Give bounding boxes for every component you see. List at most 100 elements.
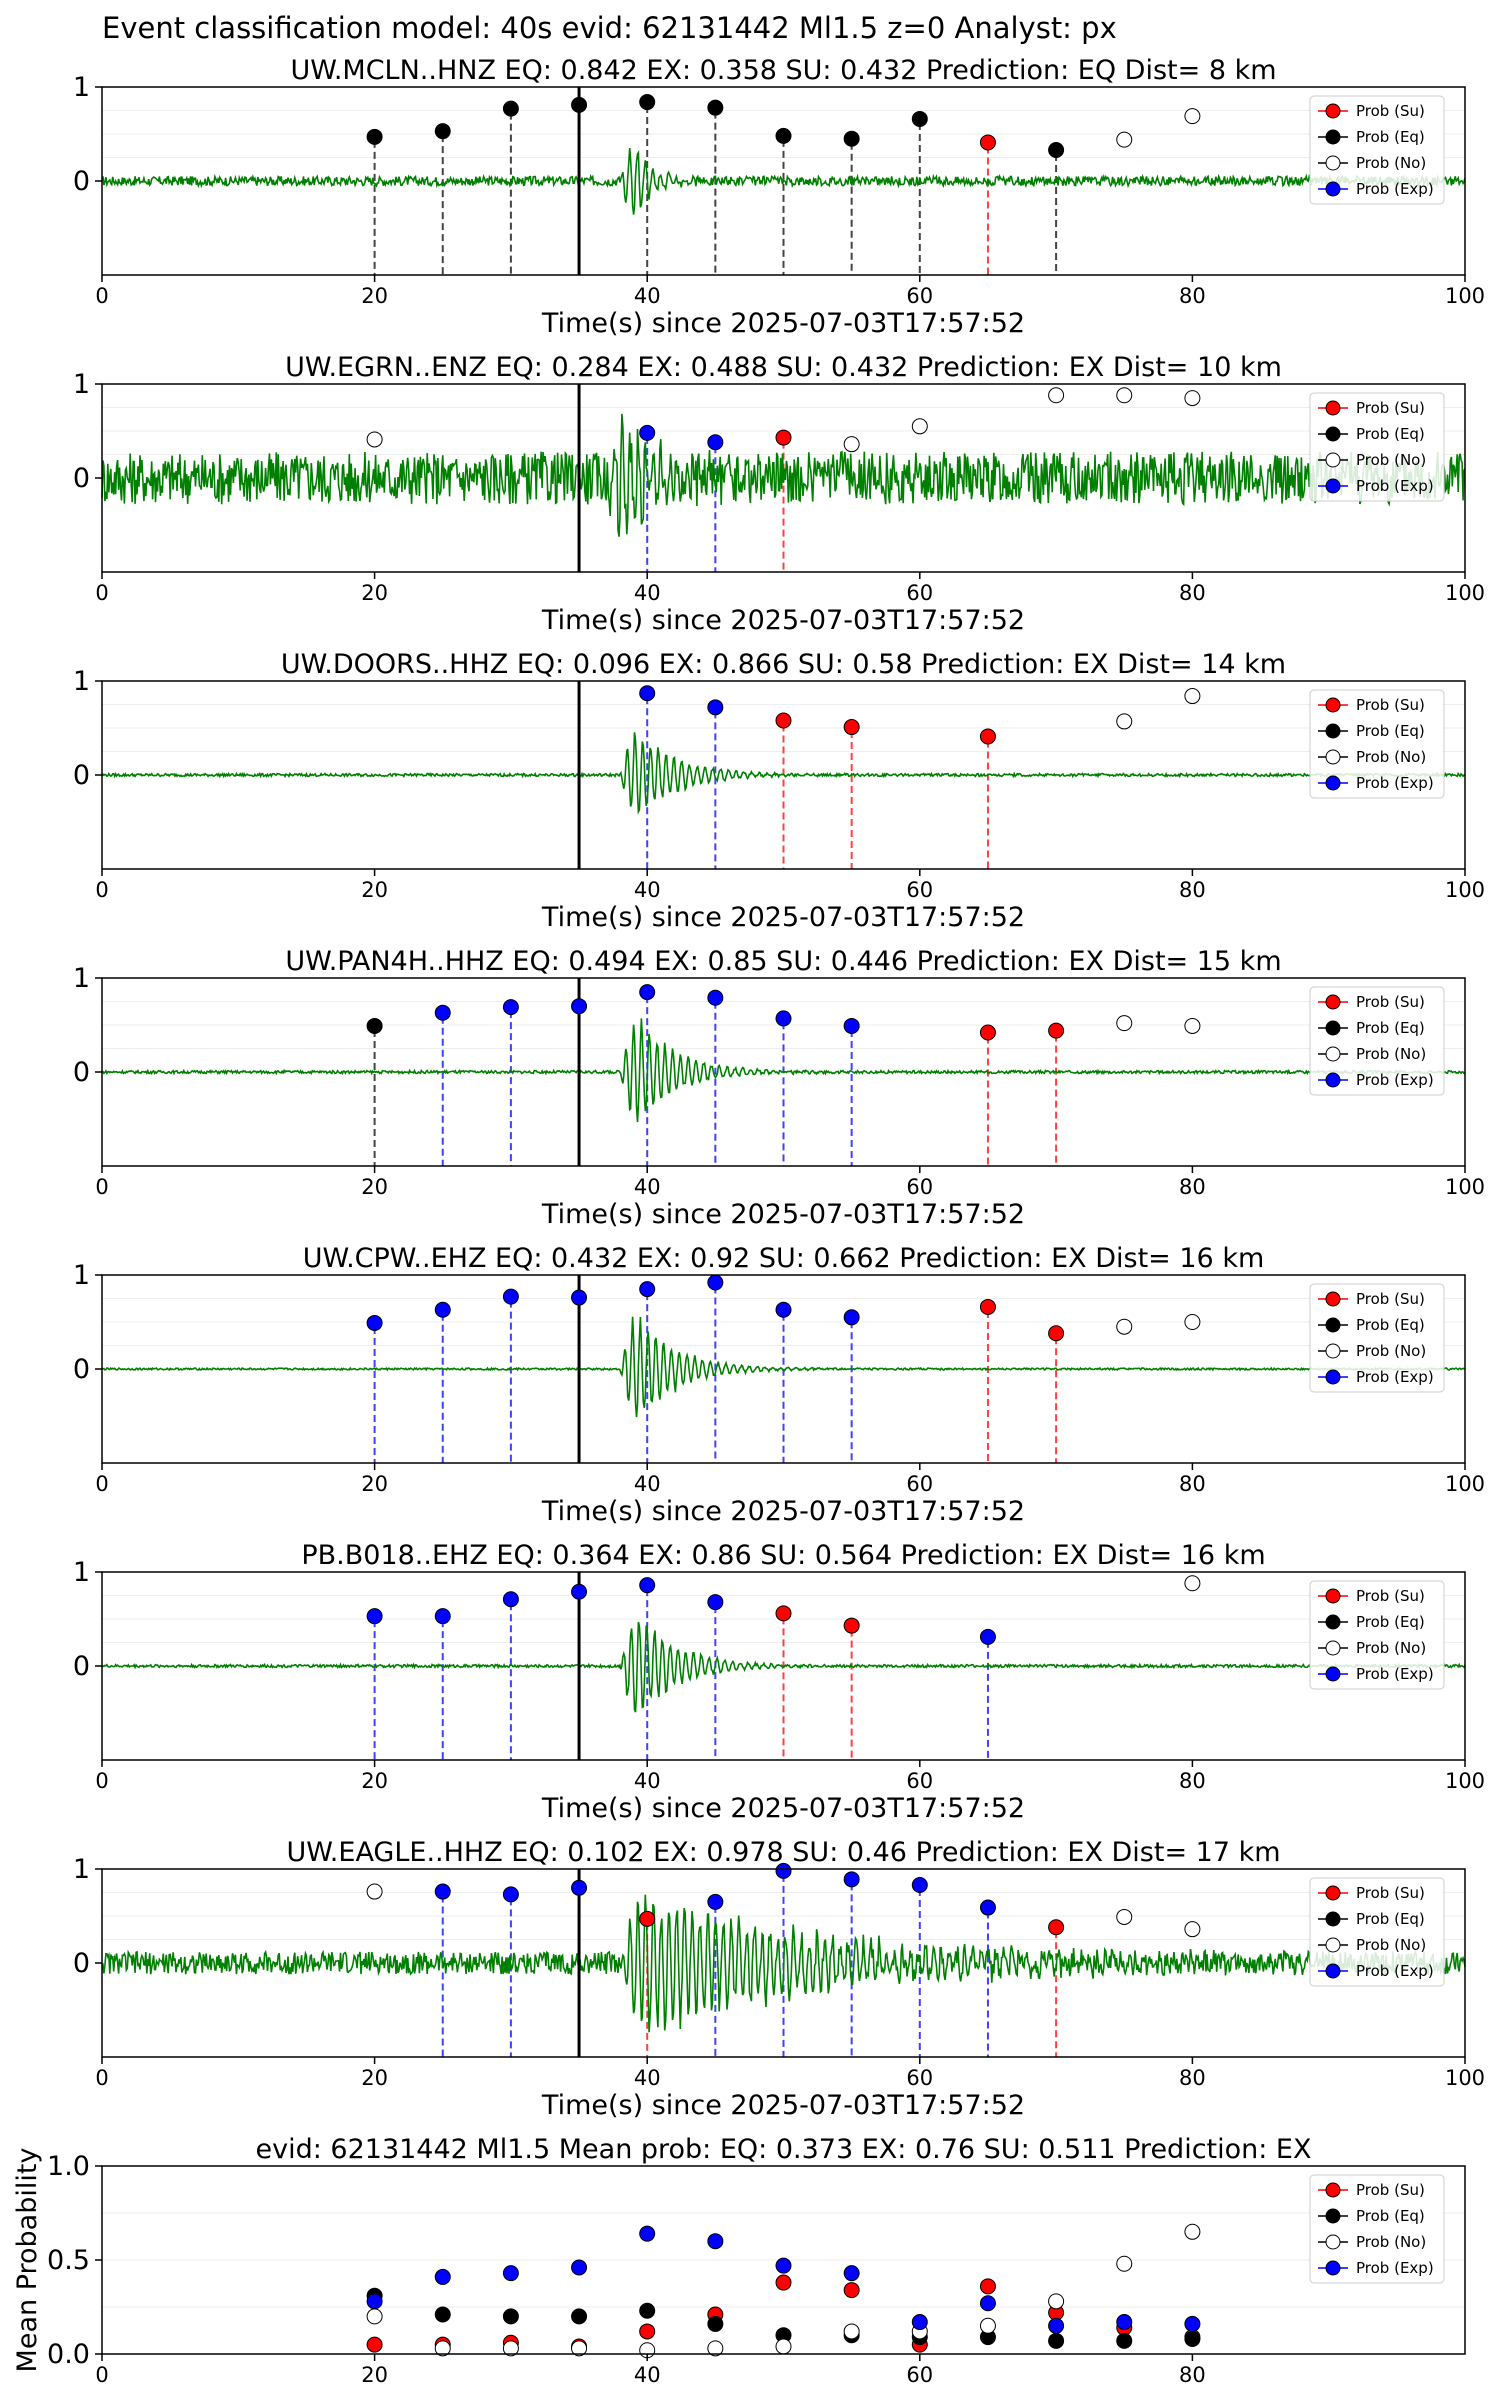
panel-title: UW.EAGLE..HHZ EQ: 0.102 EX: 0.978 SU: 0.… (286, 1837, 1280, 1868)
panel-title: UW.EGRN..ENZ EQ: 0.284 EX: 0.488 SU: 0.4… (285, 352, 1282, 383)
xtick-label: 20 (361, 878, 388, 902)
ytick-label: 0 (73, 1651, 90, 1682)
xtick-label: 60 (906, 1175, 933, 1199)
legend-marker-no (1325, 1937, 1341, 1953)
x-axis-label: Time(s) since 2025-07-03T17:57:52 (541, 1199, 1025, 1230)
legend-marker-su (1325, 400, 1341, 416)
xtick-label: 0 (95, 1175, 108, 1199)
xtick-label: 40 (634, 581, 661, 605)
prob-point-exp (571, 1879, 588, 1896)
ytick-label: 0 (73, 1354, 90, 1385)
legend-marker-no (1325, 1046, 1341, 1062)
prob-point-no (1184, 1017, 1201, 1034)
legend-label-exp: Prob (Exp) (1356, 1368, 1434, 1386)
legend-label-eq: Prob (Eq) (1356, 1613, 1425, 1631)
prob-point-exp (639, 424, 656, 441)
prob-point-exp (707, 434, 724, 451)
legend-label-su: Prob (Su) (1356, 2181, 1425, 2199)
prob-point-exp (571, 1583, 588, 1600)
ytick-label: 0 (73, 760, 90, 791)
mean-point-eq (639, 2302, 656, 2319)
prob-point-exp (434, 1608, 451, 1625)
prob-point-no (1184, 1921, 1201, 1938)
prob-point-no (1184, 688, 1201, 705)
waveform-trace (101, 1894, 1466, 2033)
legend-label-exp: Prob (Exp) (1356, 2259, 1434, 2277)
legend-label-eq: Prob (Eq) (1356, 2207, 1425, 2225)
prob-point-exp (911, 1876, 928, 1893)
panel-uw-mcln--hnz: UW.MCLN..HNZ EQ: 0.842 EX: 0.358 SU: 0.4… (73, 55, 1485, 339)
legend-marker-exp (1325, 775, 1341, 791)
prob-point-eq (707, 99, 724, 116)
prob-point-no (1116, 1318, 1133, 1335)
mean-point-exp (1184, 2315, 1201, 2332)
panel-mean-probability: evid: 62131442 Ml1.5 Mean prob: EQ: 0.37… (12, 2134, 1466, 2387)
legend-label-su: Prob (Su) (1356, 1587, 1425, 1605)
legend-label-exp: Prob (Exp) (1356, 477, 1434, 495)
legend-marker-eq (1325, 426, 1341, 442)
legend-label-no: Prob (No) (1356, 748, 1426, 766)
xtick-label: 40 (634, 878, 661, 902)
mean-point-exp (911, 2314, 928, 2331)
xtick-label: 0 (95, 284, 108, 308)
legend-frame (1309, 392, 1445, 502)
xtick-label: 0 (95, 878, 108, 902)
legend-marker-su (1325, 1291, 1341, 1307)
legend-marker-no (1325, 155, 1341, 171)
prob-point-no (366, 431, 383, 448)
ytick-label: 1 (73, 666, 90, 697)
prob-point-su (1048, 1022, 1065, 1039)
mean-point-su (979, 2278, 996, 2295)
ytick-label: 0 (73, 1948, 90, 1979)
mean-point-eq (707, 2315, 724, 2332)
prob-point-exp (366, 1314, 383, 1331)
legend-marker-eq (1325, 1911, 1341, 1927)
xtick-label: 80 (1179, 1769, 1206, 1793)
prob-point-exp (502, 1288, 519, 1305)
xtick-label: 100 (1445, 1472, 1485, 1496)
xtick-label: 0 (95, 581, 108, 605)
legend: Prob (Su) Prob (Eq) Prob (No) Prob (Exp) (1309, 1580, 1445, 1690)
xtick-label: 40 (634, 1175, 661, 1199)
prob-point-exp (775, 1862, 792, 1879)
prob-point-eq (1048, 141, 1065, 158)
ytick-label: 0 (73, 166, 90, 197)
prob-point-eq (639, 94, 656, 111)
mean-point-no (502, 2340, 519, 2357)
prob-point-su (979, 1024, 996, 1041)
xtick-label: 100 (1445, 2066, 1485, 2090)
legend-label-no: Prob (No) (1356, 1045, 1426, 1063)
legend-marker-eq (1325, 1317, 1341, 1333)
prob-point-no (1116, 131, 1133, 148)
panel-uw-cpw--ehz: UW.CPW..EHZ EQ: 0.432 EX: 0.92 SU: 0.662… (73, 1243, 1485, 1527)
legend-label-exp: Prob (Exp) (1356, 1071, 1434, 1089)
xtick-label: 60 (906, 2363, 933, 2387)
mean-point-no (775, 2338, 792, 2355)
prob-point-eq (502, 100, 519, 117)
x-axis-label: Time(s) since 2025-07-03T17:57:52 (541, 2090, 1025, 2121)
legend-marker-no (1325, 452, 1341, 468)
prob-point-exp (502, 1886, 519, 1903)
prob-point-exp (571, 998, 588, 1015)
prob-point-exp (775, 1301, 792, 1318)
mean-point-exp (843, 2265, 860, 2282)
prob-point-no (1184, 1314, 1201, 1330)
legend-marker-exp (1325, 1369, 1341, 1385)
xtick-label: 100 (1445, 878, 1485, 902)
legend-marker-su (1325, 994, 1341, 1010)
legend: Prob (Su) Prob (Eq) Prob (No) Prob (Exp) (1309, 392, 1445, 502)
xtick-label: 40 (634, 2066, 661, 2090)
mean-point-exp (707, 2233, 724, 2250)
xtick-label: 60 (906, 2066, 933, 2090)
mean-point-no (434, 2340, 451, 2357)
prob-point-no (366, 1883, 383, 1900)
legend: Prob (Su) Prob (Eq) Prob (No) Prob (Exp) (1309, 95, 1445, 205)
legend: Prob (Su) Prob (Eq) Prob (No) Prob (Exp) (1309, 1877, 1445, 1987)
waveform-trace (101, 148, 1466, 215)
legend-label-eq: Prob (Eq) (1356, 1316, 1425, 1334)
prob-point-exp (775, 1010, 792, 1027)
mean-point-su (843, 2282, 860, 2299)
legend-label-su: Prob (Su) (1356, 102, 1425, 120)
prob-point-eq (911, 110, 928, 127)
x-axis-label: Time(s) since 2025-07-03T17:57:52 (541, 1793, 1025, 1824)
